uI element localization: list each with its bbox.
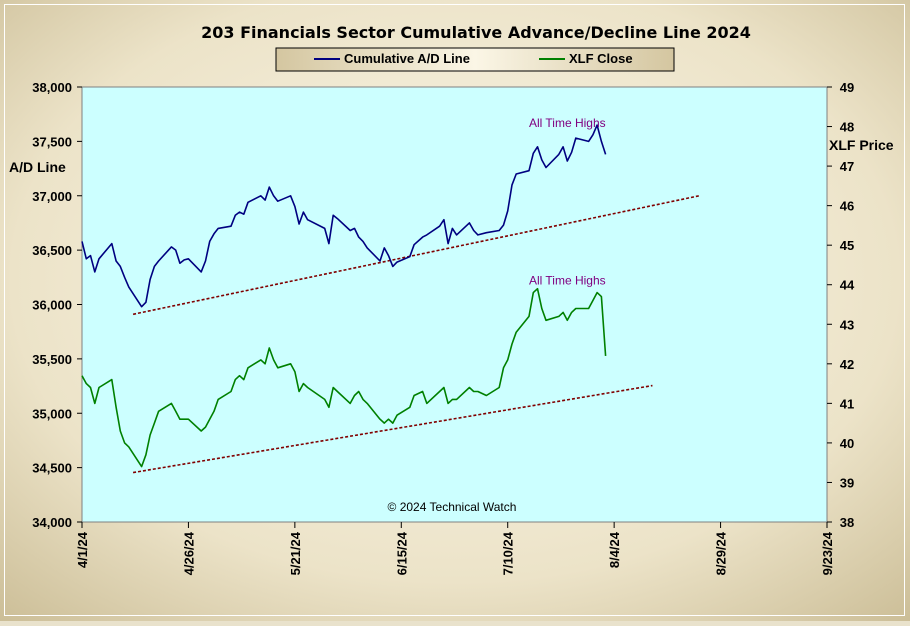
x-tick-label: 5/21/24 bbox=[288, 531, 303, 575]
y-left-tick-label: 35,000 bbox=[32, 406, 72, 421]
trendline-ad bbox=[132, 194, 700, 316]
x-tick-label: 4/26/24 bbox=[181, 531, 196, 575]
y-left-tick-label: 34,500 bbox=[32, 461, 72, 476]
y-right-tick-label: 47 bbox=[840, 159, 854, 174]
y-left-tick-label: 34,000 bbox=[32, 515, 72, 530]
x-tick-label: 4/1/24 bbox=[75, 531, 90, 568]
legend-box bbox=[275, 47, 675, 72]
annotation-all-time-highs: All Time Highs bbox=[529, 116, 606, 130]
series-line-ad bbox=[81, 124, 607, 308]
y-right-tick-label: 39 bbox=[840, 475, 854, 490]
series-lines bbox=[81, 124, 607, 468]
legend-label-xlf: XLF Close bbox=[569, 51, 633, 66]
x-tick-label: 8/4/24 bbox=[607, 531, 622, 568]
y-left-tick-label: 36,500 bbox=[32, 243, 72, 258]
y-axis-right: 38 39 40 41 42 43 44 45 46 47 48 49 bbox=[827, 80, 855, 530]
annotations: All Time Highs All Time Highs bbox=[529, 116, 606, 287]
trendlines bbox=[132, 194, 700, 474]
series-line-xlf bbox=[81, 287, 607, 468]
y-left-tick-label: 36,000 bbox=[32, 298, 72, 313]
y-right-tick-label: 49 bbox=[840, 80, 854, 95]
y-right-tick-label: 43 bbox=[840, 317, 854, 332]
annotation-all-time-highs: All Time Highs bbox=[529, 274, 606, 288]
y-right-tick-label: 46 bbox=[840, 199, 854, 214]
x-tick-label: 9/23/24 bbox=[820, 531, 835, 575]
y-right-tick-label: 48 bbox=[840, 120, 854, 135]
legend: Cumulative A/D Line XLF Close bbox=[275, 47, 675, 72]
trendline-xlf bbox=[132, 384, 653, 474]
y-right-tick-label: 42 bbox=[840, 357, 854, 372]
copyright-text: © 2024 Technical Watch bbox=[388, 500, 517, 514]
y-left-tick-label: 37,000 bbox=[32, 189, 72, 204]
x-tick-label: 7/10/24 bbox=[501, 531, 516, 575]
y-left-tick-label: 38,000 bbox=[32, 80, 72, 95]
x-tick-label: 8/29/24 bbox=[714, 531, 729, 575]
y-left-tick-label: 35,500 bbox=[32, 352, 72, 367]
y-right-tick-label: 44 bbox=[840, 278, 855, 293]
y-right-tick-label: 41 bbox=[840, 396, 854, 411]
x-tick-label: 6/15/24 bbox=[394, 531, 409, 575]
y-right-tick-label: 45 bbox=[840, 238, 854, 253]
y-left-tick-label: 37,500 bbox=[32, 134, 72, 149]
outer-border bbox=[4, 4, 905, 616]
y-right-tick-label: 40 bbox=[840, 436, 854, 451]
y-axis-left: 34,000 34,500 35,000 35,500 36,000 36,500 37,0… bbox=[32, 80, 82, 530]
y-axis-right-label: XLF Price bbox=[829, 137, 894, 153]
y-right-tick-label: 38 bbox=[840, 515, 854, 530]
legend-label-ad-line: Cumulative A/D Line bbox=[344, 51, 470, 66]
x-axis: 4/1/24 4/26/24 5/21/24 6/15/24 7/10/24 8/4/24… bbox=[75, 522, 835, 575]
chart-title: 203 Financials Sector Cumulative Advance… bbox=[201, 23, 751, 42]
plot-area bbox=[81, 86, 828, 523]
y-axis-left-label: A/D Line bbox=[9, 159, 66, 175]
